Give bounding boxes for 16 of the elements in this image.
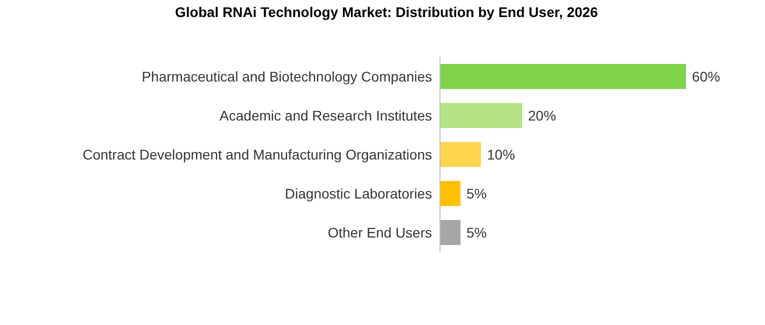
y-tick-label: Diagnostic Laboratories	[284, 185, 432, 202]
data-label: 10%	[487, 146, 516, 162]
bar	[440, 64, 686, 89]
y-tick-label: Academic and Research Institutes	[220, 107, 432, 124]
bar	[440, 142, 481, 167]
bar	[440, 103, 522, 128]
bar	[440, 181, 460, 206]
bar	[440, 220, 460, 245]
y-tick-label: Pharmaceutical and Biotechnology Companies	[142, 68, 432, 84]
chart-title: Global RNAi Technology Market: Distribution by End User, 2026	[174, 4, 599, 20]
data-label: 5%	[466, 224, 487, 240]
data-label: 20%	[528, 107, 556, 124]
data-label: 5%	[466, 185, 487, 202]
y-tick-label: Other End Users	[328, 224, 432, 240]
data-label: 60%	[692, 68, 720, 84]
y-tick-label: Contract Development and Manufacturing Organizations	[82, 146, 432, 162]
